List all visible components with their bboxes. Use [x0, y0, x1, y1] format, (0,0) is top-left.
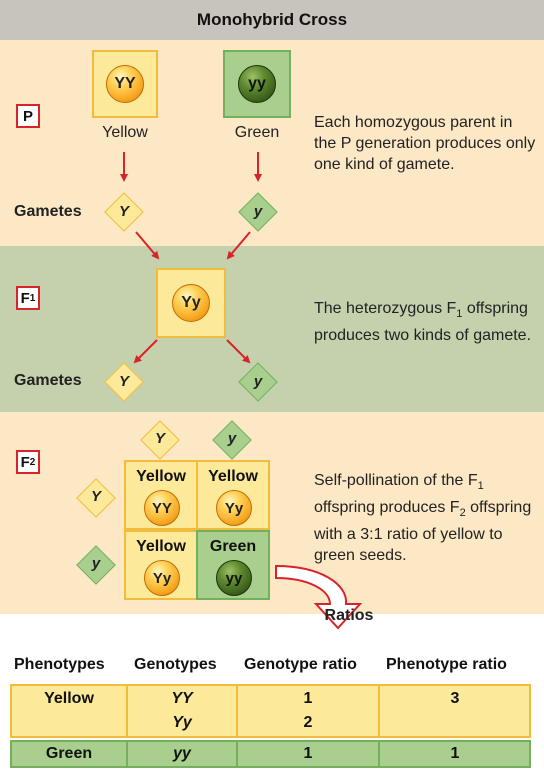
punnett-cell-recessive: Green yy — [196, 530, 270, 600]
f1-description: The heterozygous F1 offspring produces t… — [314, 300, 532, 345]
f2-top-gamete-green-text: y — [227, 430, 237, 447]
f1-gametes-label: Gametes — [14, 372, 82, 389]
f1-offspring-square: Yy — [156, 268, 226, 338]
divider — [236, 684, 238, 738]
divider — [378, 684, 380, 738]
f2-top-gamete-yellow-text: Y — [154, 430, 165, 447]
cell-phenotype-ratio: 1 — [450, 745, 460, 762]
p-generation-label: P — [16, 104, 40, 128]
arrow-gamete-y-to-f1 — [135, 231, 160, 260]
p-gamete-green-text: y — [253, 203, 263, 220]
divider — [126, 684, 128, 738]
punnett-cell-yy: Yellow YY — [124, 460, 198, 530]
header-genotypes: Genotypes — [134, 656, 217, 673]
punnett-cell-yy-het-bottom: Yellow Yy — [124, 530, 198, 600]
header-genotype-ratio: Genotype ratio — [244, 656, 357, 673]
cell-genotype-ratio: 2 — [303, 714, 313, 731]
yellow-pea-icon: Yy — [144, 560, 180, 596]
parent-yellow-label: Yellow — [102, 124, 148, 141]
cell-genotype: yy — [173, 745, 191, 762]
yellow-pea-icon: Yy — [216, 490, 252, 526]
arrow-gamete-g-to-f1 — [226, 231, 251, 260]
punnett-cell-phenotype: Green — [209, 538, 257, 555]
cell-genotype: Yy — [172, 714, 192, 731]
divider — [236, 740, 238, 768]
cell-genotype-ratio: 1 — [303, 690, 313, 707]
cell-phenotype: Yellow — [44, 690, 94, 707]
header-phenotype-ratio: Phenotype ratio — [386, 656, 507, 673]
parent-green-label: Green — [234, 124, 280, 141]
table-row-green — [10, 740, 531, 768]
f1-gamete-yellow-text: Y — [118, 373, 129, 390]
f1-gamete-green-text: y — [253, 373, 263, 390]
divider — [126, 740, 128, 768]
divider — [378, 740, 380, 768]
parent-yellow-square: YY — [92, 50, 158, 118]
cell-genotype: YY — [171, 690, 193, 707]
punnett-cell-phenotype: Yellow — [208, 468, 258, 485]
p-gametes-label: Gametes — [14, 203, 82, 220]
table-row-yellow — [10, 684, 531, 738]
arrow-f1-to-gamete-g — [226, 339, 251, 364]
punnett-cell-yy-het-top: Yellow Yy — [196, 460, 270, 530]
arrow-f1-to-gamete-y — [133, 339, 158, 364]
punnett-cell-phenotype: Yellow — [136, 468, 186, 485]
p-description: Each homozygous parent in the P generati… — [314, 114, 536, 173]
yellow-pea-icon: YY — [144, 490, 180, 526]
f2-description: Self-pollination of the F1 offspring pro… — [314, 472, 532, 565]
p-gamete-yellow-text: Y — [118, 203, 129, 220]
yellow-pea-icon: Yy — [172, 284, 210, 322]
green-pea-icon: yy — [238, 65, 276, 103]
ratios-curved-arrow — [275, 564, 363, 630]
punnett-cell-phenotype: Yellow — [136, 538, 186, 555]
yellow-pea-icon: YY — [106, 65, 144, 103]
header-phenotypes: Phenotypes — [14, 656, 105, 673]
cell-phenotype-ratio: 3 — [450, 690, 460, 707]
f2-side-gamete-yellow-text: Y — [90, 488, 101, 505]
green-pea-icon: yy — [216, 560, 252, 596]
parent-green-square: yy — [223, 50, 291, 118]
cell-phenotype: Green — [45, 745, 93, 762]
cell-genotype-ratio: 1 — [303, 745, 313, 762]
ratios-label: Ratios — [324, 607, 374, 624]
f2-side-gamete-green-text: y — [91, 555, 101, 572]
